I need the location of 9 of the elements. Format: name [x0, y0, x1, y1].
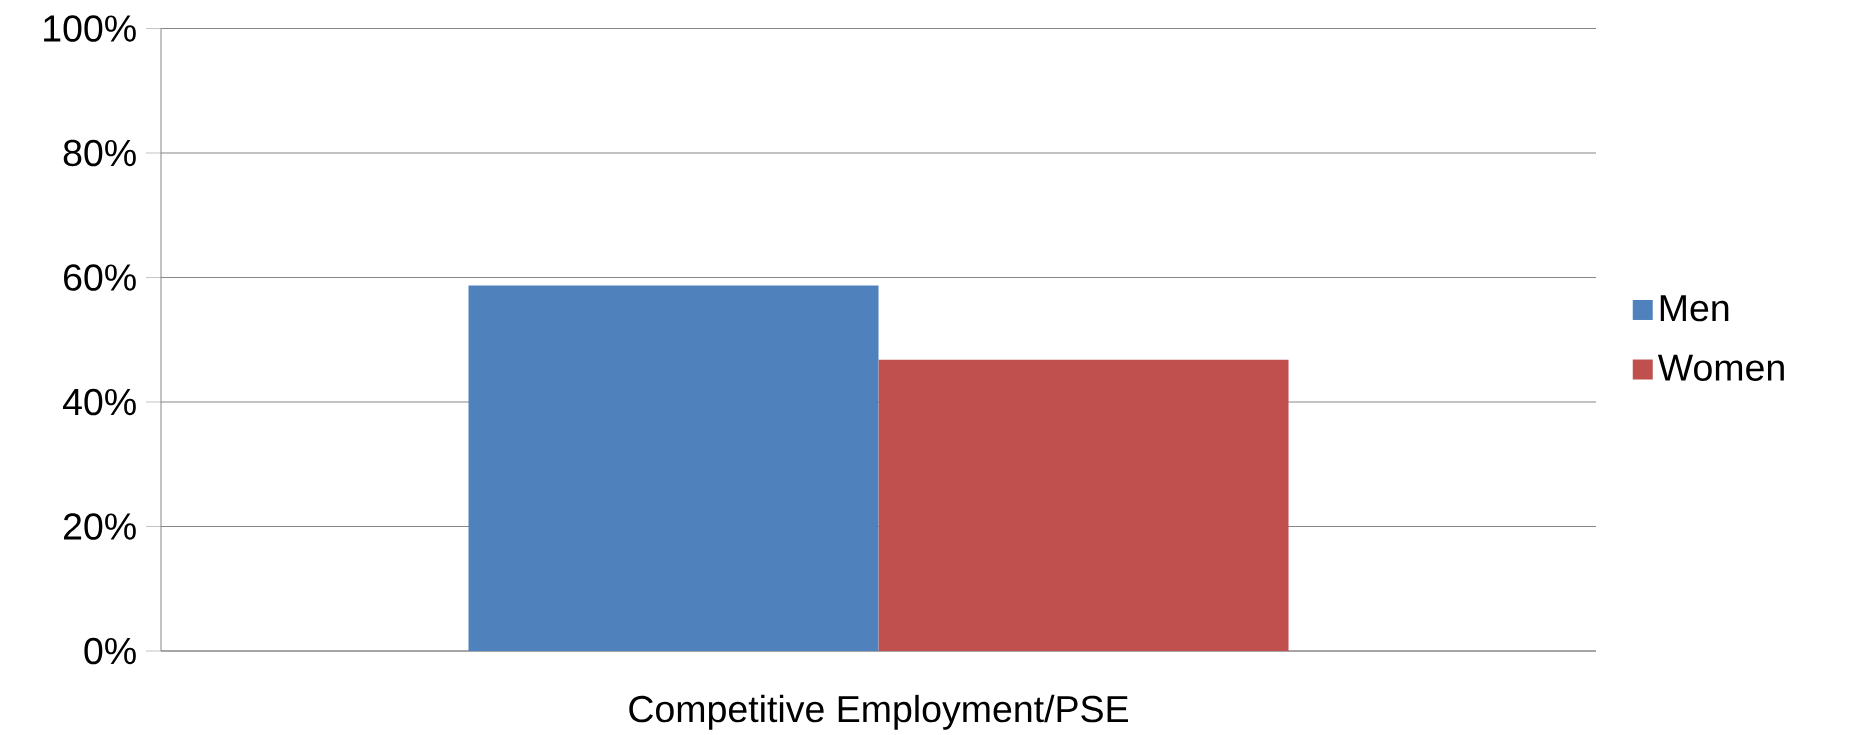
x-tick-label: Competitive Employment/PSE	[629, 694, 1128, 730]
y-tick-label: 20%	[63, 513, 136, 540]
y-tick-label: 40%	[62, 388, 136, 416]
y-tick-label: 80%	[63, 139, 136, 167]
y-tick-label: 60%	[64, 264, 136, 291]
y-tick-label: 100%	[44, 15, 136, 42]
y-tick-label: 0%	[84, 637, 136, 665]
legend-label: Men	[1660, 295, 1729, 322]
legend-label: Women	[1657, 354, 1784, 381]
